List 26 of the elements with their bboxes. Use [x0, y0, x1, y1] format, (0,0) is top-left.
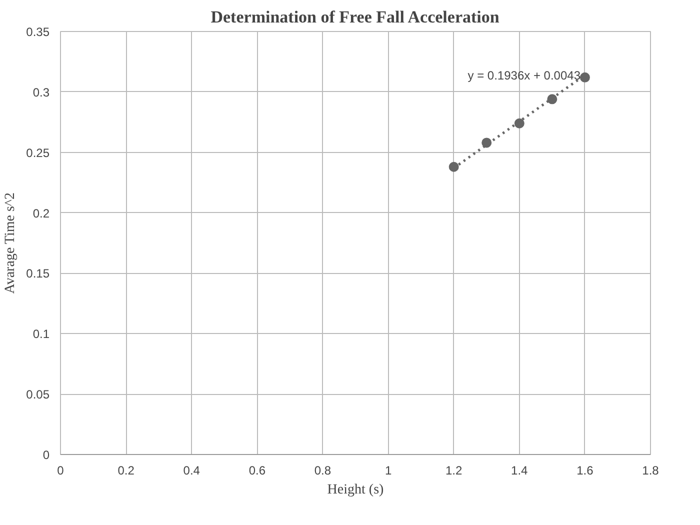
y-tick-label: 0.3 [32, 85, 50, 100]
point [547, 94, 558, 104]
y-tick-label: 0.35 [26, 25, 50, 39]
point [448, 162, 459, 172]
x-tick-label: 1.4 [511, 464, 528, 478]
y-tick-label: 0.15 [26, 266, 50, 281]
y-tick-label: 0.05 [26, 388, 50, 402]
y-tick-label: 0.1 [32, 327, 50, 342]
x-tick-label: 1.2 [445, 464, 462, 478]
chart-title: Determination of Free Fall Acceleration [210, 8, 500, 26]
y-tick-label: 0.25 [26, 146, 50, 160]
point [514, 118, 524, 128]
x-tick-label: 1 [384, 464, 392, 478]
x-axis-title: Height (s) [327, 482, 384, 498]
x-tick-label: 0.2 [118, 464, 135, 478]
y-axis-title: Avarage Time s^2 [3, 192, 18, 294]
x-tick-label: 0.4 [183, 464, 200, 478]
point [580, 72, 590, 82]
x-tick-label: 0.6 [248, 464, 266, 478]
x-tick-label: 0 [57, 464, 64, 478]
annotation: y = 0.1936x + 0.0043 [468, 68, 581, 82]
x-tick-label: 1.8 [642, 464, 660, 478]
y-tick-label: 0 [42, 448, 50, 462]
y-tick-label: 0.2 [32, 206, 50, 220]
x-tick-label: 1.6 [576, 464, 594, 478]
x-tick-label: 0.8 [314, 464, 332, 478]
